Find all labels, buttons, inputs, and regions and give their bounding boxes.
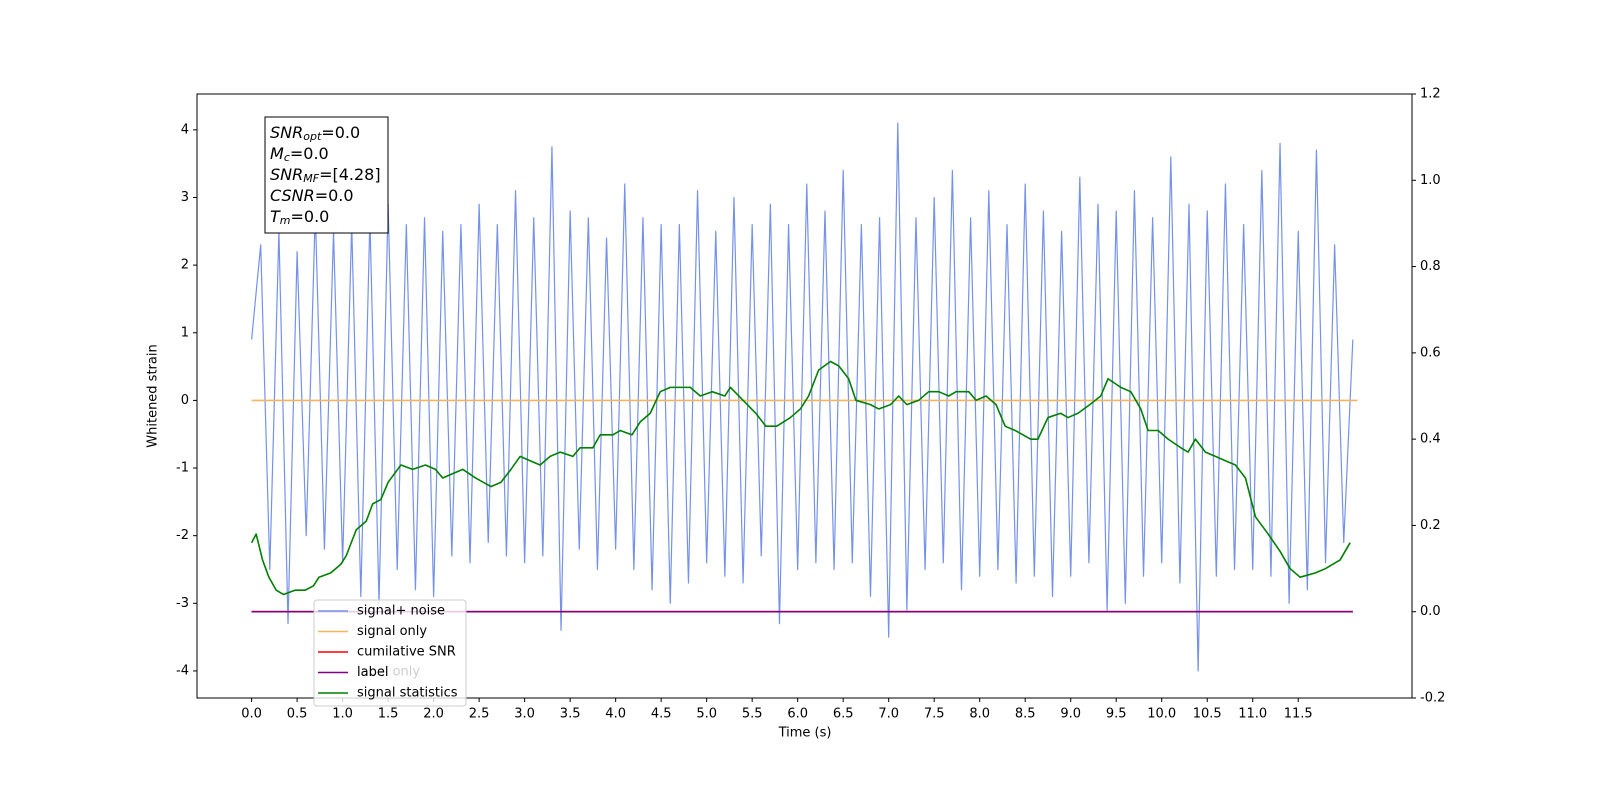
param-subscript: MF [303, 172, 319, 185]
param-name: CSNR [270, 186, 315, 205]
x-tick-label: 10.5 [1193, 707, 1222, 722]
x-tick-label: 8.5 [1015, 707, 1036, 722]
x-tick-label: 1.5 [378, 707, 399, 722]
legend-label: cumilative SNR [357, 645, 456, 660]
x-tick-label: 5.0 [696, 707, 717, 722]
text-box: SNRopt=0.0Mc=0.0SNRMF=[4.28]CSNR=0.0Tm=0… [264, 116, 389, 234]
param-value: =0.0 [315, 186, 354, 205]
text-box-line: CSNR=0.0 [270, 186, 354, 205]
text-box-line: Mc=0.0 [270, 144, 329, 165]
legend-label: signal statistics [357, 686, 458, 701]
y2-tick-label: 0.8 [1420, 259, 1441, 274]
y-tick-label: -2 [176, 528, 189, 543]
text-box-line: Tm=0.0 [270, 207, 329, 228]
param-value: =0.0 [291, 207, 330, 226]
y2-tick-label: 1.0 [1420, 173, 1441, 188]
y-tick-label: 3 [181, 190, 189, 205]
legend-label: signal only [357, 624, 427, 639]
x-tick-label: 8.0 [969, 707, 990, 722]
x-tick-label: 7.0 [878, 707, 899, 722]
param-name: SNR [270, 165, 303, 184]
y-tick-label: 4 [181, 122, 189, 137]
y2-tick-label: 0.2 [1420, 518, 1441, 533]
param-name: T [270, 207, 281, 226]
x-tick-label: 7.5 [924, 707, 945, 722]
plot-frame [196, 93, 1413, 699]
y2-tick-label: 0.0 [1420, 604, 1441, 619]
y-tick-label: 1 [181, 325, 189, 340]
param-value: =0.0 [290, 144, 329, 163]
x-tick-label: 3.5 [560, 707, 581, 722]
x-tick-label: 6.0 [787, 707, 808, 722]
y2-tick-label: 1.2 [1420, 87, 1441, 102]
x-tick-label: 4.0 [605, 707, 626, 722]
x-tick-label: 0.0 [241, 707, 262, 722]
param-subscript: opt [303, 130, 322, 143]
param-subscript: c [284, 151, 290, 164]
y-tick-label: -3 [176, 596, 189, 611]
legend-label: label [357, 665, 388, 680]
y2-tick-label: -0.2 [1420, 691, 1445, 706]
x-tick-label: 9.5 [1106, 707, 1127, 722]
text-box-frame [264, 116, 389, 234]
x-tick-label: 3.0 [514, 707, 535, 722]
legend-frame [313, 599, 467, 707]
param-value: =0.0 [321, 123, 360, 142]
text-box-line: SNRMF=[4.28] [270, 165, 381, 186]
series-line [251, 122, 1354, 672]
y-axis-label: Whitened strain [146, 344, 161, 447]
text-box-line: SNRopt=0.0 [270, 123, 360, 144]
param-name: SNR [270, 123, 303, 142]
x-tick-label: 1.0 [332, 707, 353, 722]
y-tick-label: -1 [176, 461, 189, 476]
param-value: =[4.28] [319, 165, 381, 184]
y-tick-label: 2 [181, 258, 189, 273]
param-name: M [270, 144, 284, 163]
x-tick-label: 6.5 [833, 707, 854, 722]
param-subscript: m [280, 214, 291, 227]
x-tick-label: 9.0 [1060, 707, 1081, 722]
y-tick-label: -4 [176, 663, 189, 678]
y2-tick-label: 0.4 [1420, 432, 1441, 447]
x-tick-label: 10.0 [1147, 707, 1176, 722]
y2-tick-label: 0.6 [1420, 345, 1441, 360]
y-tick-label: 0 [181, 393, 189, 408]
series-line [250, 360, 1351, 596]
x-tick-label: 11.0 [1238, 707, 1267, 722]
x-tick-label: 4.5 [651, 707, 672, 722]
x-tick-label: 0.5 [287, 707, 308, 722]
legend: signal+ noise signal only cumilative SNR la… [313, 599, 467, 707]
x-tick-label: 2.5 [469, 707, 490, 722]
x-tick-label: 5.5 [742, 707, 763, 722]
x-axis-label: Time (s) [778, 726, 832, 741]
legend-label: signal+ noise [357, 604, 445, 619]
x-tick-label: 11.5 [1284, 707, 1313, 722]
x-tick-label: 2.0 [423, 707, 444, 722]
